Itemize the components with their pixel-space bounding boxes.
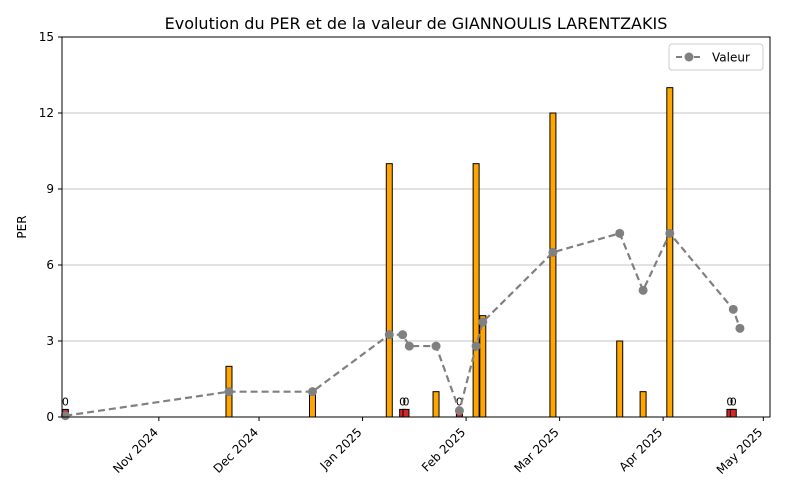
bar-value-label: 0 (402, 395, 409, 408)
per-bar (729, 408, 737, 418)
legend-marker-swatch (684, 52, 694, 62)
bar-value-label: 0 (62, 395, 69, 408)
valeur-point (728, 304, 738, 314)
valeur-point (471, 341, 481, 351)
valeur-point (735, 323, 745, 333)
y-axis-label: PER (15, 215, 29, 238)
bar-value-label: 0 (726, 395, 733, 408)
per-bar (549, 112, 557, 418)
bar-value-label: 0 (456, 395, 463, 408)
valeur-point (398, 330, 408, 340)
valeur-point (404, 341, 414, 351)
valeur-point (431, 341, 441, 351)
valeur-point (60, 411, 70, 421)
y-tick-label: 12 (39, 106, 54, 120)
valeur-point (384, 330, 394, 340)
valeur-point (478, 317, 488, 327)
legend: Valeur (668, 43, 764, 71)
valeur-point (454, 406, 464, 416)
x-tick-label: Mar 2025 (512, 425, 562, 475)
valeur-line (65, 231, 741, 417)
valeur-point (615, 228, 625, 238)
valeur-point (307, 387, 317, 397)
bar-value-label: 0 (399, 395, 406, 408)
valeur-point (638, 285, 648, 295)
per-bar (432, 391, 440, 418)
x-tick-label: Nov 2024 (110, 425, 161, 476)
x-tick-label: Dec 2024 (211, 425, 262, 476)
y-axis: 0 3 6 9 12 15 (39, 30, 62, 424)
y-tick-label: 15 (39, 30, 54, 44)
x-tick-label: May 2025 (714, 425, 766, 477)
y-tick-label: 9 (46, 182, 54, 196)
y-tick-label: 6 (46, 258, 54, 272)
per-bar (639, 391, 647, 418)
valeur-series (60, 228, 745, 421)
chart-title: Evolution du PER et de la valeur de GIAN… (165, 14, 668, 33)
legend-box (668, 43, 764, 71)
x-tick-label: Jan 2025 (317, 425, 365, 473)
per-bar (385, 163, 393, 418)
per-bar (616, 340, 624, 418)
x-tick-label: Feb 2025 (419, 425, 468, 474)
valeur-point (224, 387, 234, 397)
plot-frame (61, 36, 771, 418)
x-tick-label: Apr 2025 (616, 425, 665, 474)
per-bar (402, 408, 410, 418)
per-bar (479, 315, 487, 418)
per-bars (61, 87, 737, 418)
bar-value-label: 0 (730, 395, 737, 408)
per-bar (472, 163, 480, 418)
y-gridlines (62, 112, 770, 342)
bar-labels: 0 00 0 00 (62, 395, 737, 408)
per-bar (666, 87, 674, 418)
x-axis: Nov 2024 Dec 2024 Jan 2025 Feb 2025 Mar 2025… (110, 417, 765, 477)
y-tick-label: 0 (46, 410, 54, 424)
valeur-point (548, 247, 558, 257)
y-tick-label: 3 (46, 334, 54, 348)
valeur-point (665, 228, 675, 238)
legend-label-valeur: Valeur (712, 51, 750, 65)
